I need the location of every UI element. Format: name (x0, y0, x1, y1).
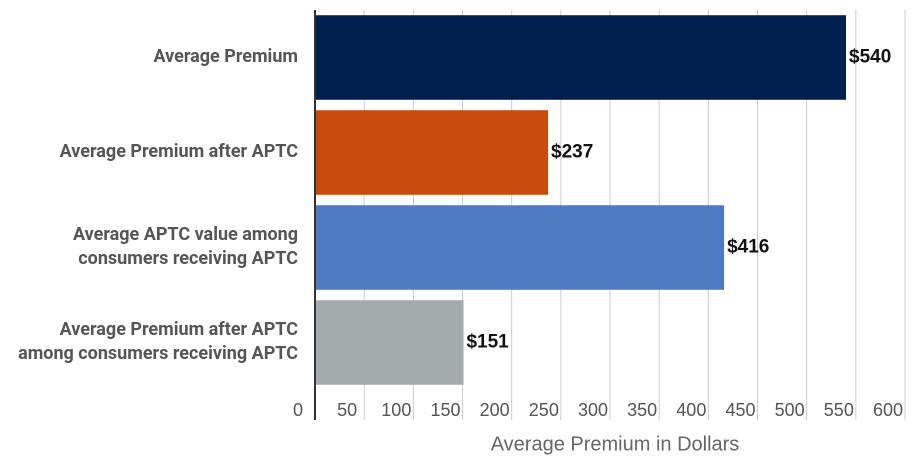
bar (315, 110, 549, 195)
value-label: $540 (849, 47, 891, 68)
bar (315, 205, 725, 290)
x-tick-label: 200 (480, 400, 510, 420)
value-label: $416 (727, 237, 769, 258)
x-tick-label: 600 (873, 400, 903, 420)
x-tick-label: 50 (337, 400, 357, 420)
bar (315, 15, 846, 100)
x-tick-label: 300 (578, 400, 608, 420)
x-tick-label: 450 (725, 400, 755, 420)
x-tick-label: 400 (676, 400, 706, 420)
category-label: Average Premium after APTC among consume… (18, 319, 298, 365)
x-tick-label: 100 (381, 400, 411, 420)
bar (315, 300, 464, 385)
x-tick-label: 250 (529, 400, 559, 420)
category-label: Average Premium (153, 46, 298, 68)
x-tick-label: 0 (293, 400, 303, 420)
category-label: Average APTC value among consumers recei… (72, 224, 298, 270)
x-tick-label: 550 (824, 400, 854, 420)
category-label: Average Premium after APTC (59, 141, 298, 163)
x-tick-label: 150 (430, 400, 460, 420)
value-label: $151 (466, 332, 509, 353)
x-axis-title: Average Premium in Dollars (491, 433, 740, 455)
x-tick-label: 350 (627, 400, 657, 420)
value-label: $237 (551, 142, 593, 163)
x-tick-label: 500 (775, 400, 805, 420)
